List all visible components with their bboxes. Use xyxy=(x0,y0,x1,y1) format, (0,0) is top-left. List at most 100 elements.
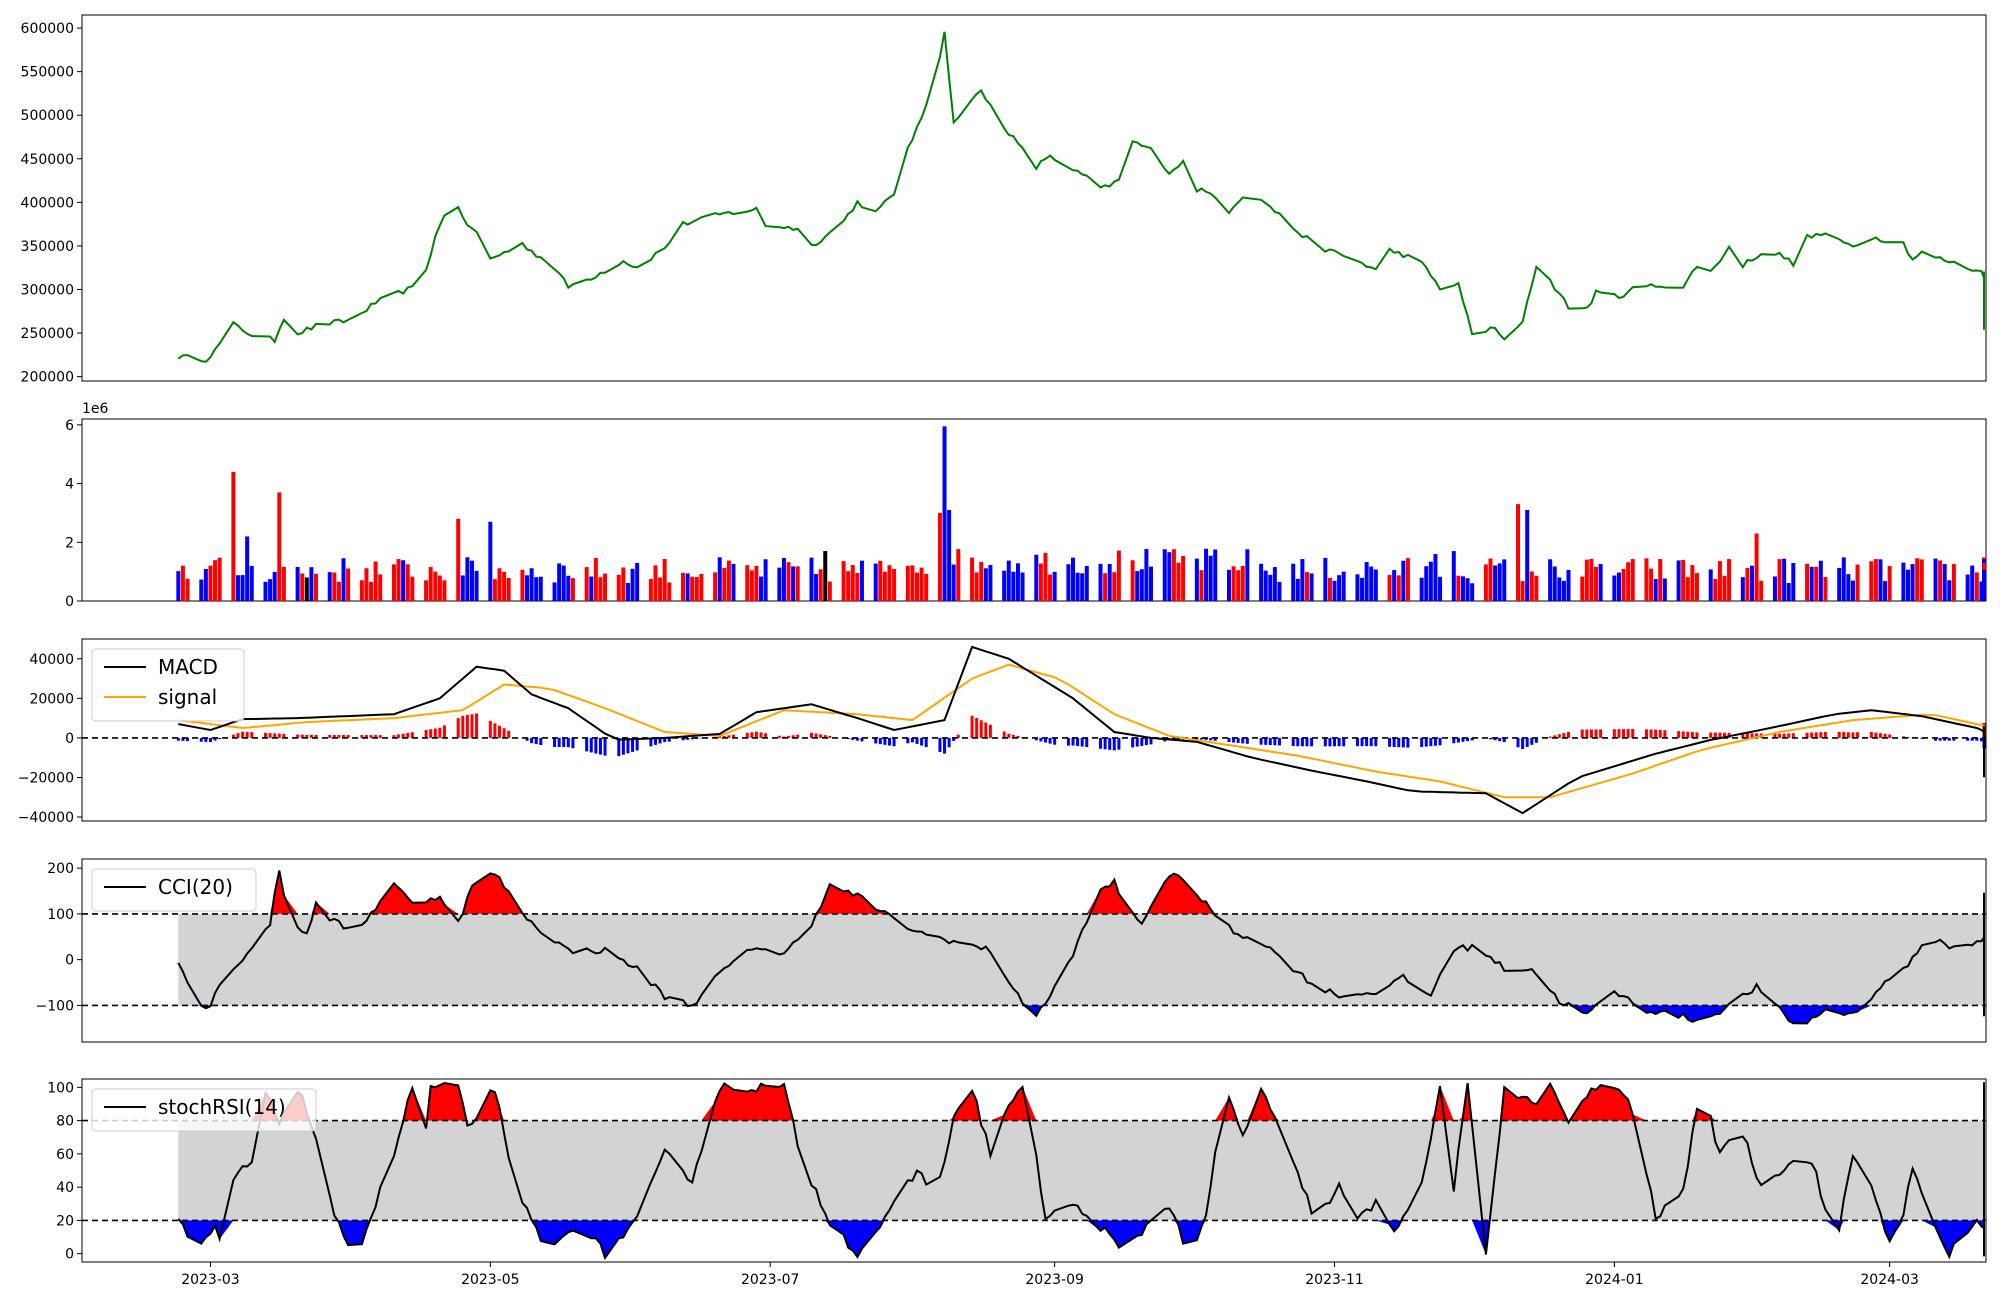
volume-bar xyxy=(1181,555,1186,601)
volume-bar xyxy=(662,558,667,601)
cci-line xyxy=(177,870,1985,1025)
volume-bar xyxy=(983,568,988,601)
macd-histogram-bar xyxy=(1695,732,1699,738)
macd-histogram-bar xyxy=(1888,734,1892,738)
macd-histogram-bar xyxy=(984,722,988,738)
volume-bar xyxy=(1034,554,1039,601)
price-ytick-label: 250000 xyxy=(21,326,74,342)
volume-bar xyxy=(1038,563,1043,601)
macd-histogram-bar xyxy=(470,714,474,738)
volume-bar xyxy=(364,568,369,601)
volume-bar xyxy=(1694,573,1699,601)
macd-histogram-bar xyxy=(539,737,543,746)
macd-histogram-bar xyxy=(1718,732,1722,738)
volume-bar xyxy=(1470,583,1475,601)
volume-bar xyxy=(1483,564,1488,601)
volume-bar xyxy=(1277,581,1282,601)
macd-histogram-bar xyxy=(346,735,350,738)
cci-overbought-fill xyxy=(178,870,1984,914)
macd-histogram-bar xyxy=(1002,731,1006,738)
macd-histogram-bar xyxy=(309,734,313,738)
macd-histogram-bar xyxy=(1677,731,1681,738)
macd-histogram-bar xyxy=(525,737,529,741)
macd-histogram-bar xyxy=(406,732,410,738)
macd-histogram-bar xyxy=(988,724,992,738)
macd-histogram-bar xyxy=(938,737,942,752)
volume-bar xyxy=(713,572,718,601)
volume-bar xyxy=(1405,558,1410,601)
macd-histogram-bar xyxy=(1562,733,1566,738)
cci-legend-box xyxy=(91,868,257,912)
macd-histogram-bar xyxy=(456,718,460,738)
macd-histogram-bar xyxy=(1617,729,1621,738)
macd-histogram-bar xyxy=(268,733,272,738)
macd-histogram-bar xyxy=(1686,731,1690,738)
macd-histogram-bar xyxy=(1300,737,1304,747)
volume-bar xyxy=(263,581,268,601)
stochrsi-ytick-label: 60 xyxy=(56,1147,74,1163)
volume-bar xyxy=(1002,570,1007,601)
macd-histogram-bar xyxy=(1039,737,1043,742)
macd-histogram-bar xyxy=(571,737,575,749)
volume-bar xyxy=(685,573,690,601)
volume-bar xyxy=(1970,565,1975,601)
macd-histogram-bar xyxy=(314,734,318,738)
macd-histogram-bar xyxy=(686,737,690,740)
volume-bar xyxy=(1837,567,1842,601)
macd-histogram-bar xyxy=(1264,737,1268,745)
macd-histogram-bar xyxy=(1053,737,1057,745)
volume-ytick-label: 4 xyxy=(65,477,74,493)
volume-bar xyxy=(1557,577,1562,601)
volume-bar xyxy=(1337,575,1342,601)
stochrsi-oversold-fill xyxy=(178,1220,1984,1258)
volume-bar xyxy=(1369,566,1374,601)
volume-bar xyxy=(667,582,672,601)
macd-line xyxy=(178,645,1985,815)
volume-bar xyxy=(1107,563,1112,601)
macd-histogram-bar xyxy=(626,737,630,754)
volume-bar xyxy=(1612,575,1617,601)
volume-bar xyxy=(1433,554,1438,601)
volume-bar xyxy=(217,557,222,601)
macd-histogram-bar xyxy=(1034,737,1038,741)
macd-histogram-bar xyxy=(204,737,208,742)
macd-histogram-bar xyxy=(585,737,589,752)
price-line xyxy=(177,31,1985,363)
volume-bar xyxy=(905,565,910,601)
volume-bar xyxy=(240,575,245,601)
volume-bar xyxy=(1460,576,1465,601)
macd-histogram-bar xyxy=(1199,737,1203,740)
macd-histogram-bar xyxy=(397,734,401,738)
x-tick-label: 2024-03 xyxy=(1860,1272,1919,1288)
volume-bar xyxy=(1245,549,1250,601)
volume-bar xyxy=(1919,559,1924,601)
volume-bar xyxy=(1621,569,1626,601)
macd-histogram-bar xyxy=(1846,732,1850,738)
volume-bar xyxy=(1750,565,1755,601)
volume-bar xyxy=(598,577,603,601)
volume-bar xyxy=(1933,558,1938,601)
macd-histogram-bar xyxy=(727,735,731,738)
volume-bar xyxy=(589,576,594,601)
volume-bar xyxy=(1167,552,1172,601)
cci-legend: CCI(20) xyxy=(91,868,257,912)
macd-histogram-bar xyxy=(787,735,791,738)
macd-histogram-bar xyxy=(1305,737,1309,747)
macd-histogram-bar xyxy=(1502,737,1506,743)
macd-histogram-bar xyxy=(1213,737,1217,741)
volume-bar xyxy=(818,569,823,601)
macd-histogram-bar xyxy=(1177,737,1181,740)
volume-bar xyxy=(1387,574,1392,601)
macd-histogram-bar xyxy=(1943,737,1947,741)
volume-bar xyxy=(1231,566,1236,601)
stochrsi-line xyxy=(177,1081,1985,1261)
macd-histogram-bar xyxy=(1741,733,1745,738)
macd-histogram-bar xyxy=(1622,729,1626,738)
macd-histogram-bar xyxy=(378,735,382,738)
volume-bar xyxy=(557,563,562,601)
macd-histogram-bar xyxy=(493,723,497,738)
volume-bar xyxy=(502,571,507,601)
macd-histogram-bar xyxy=(429,729,433,738)
volume-bar xyxy=(1304,572,1309,601)
macd-histogram-bar xyxy=(1722,732,1726,738)
